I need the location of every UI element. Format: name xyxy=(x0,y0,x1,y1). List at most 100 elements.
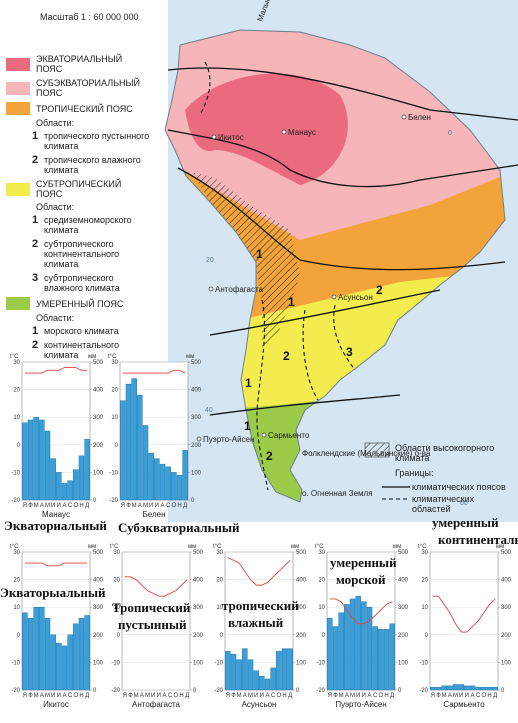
city-dot xyxy=(211,134,217,140)
month-label: М xyxy=(350,693,355,699)
month-label: Ф xyxy=(436,693,441,699)
precip-bar xyxy=(142,425,149,501)
month-label: И xyxy=(151,693,155,699)
month-label: М xyxy=(442,693,447,699)
month-label: А xyxy=(62,503,66,509)
month-label: И xyxy=(51,503,55,509)
temp-line xyxy=(329,598,393,625)
precip-unit: мм xyxy=(186,354,194,360)
precip-bar xyxy=(383,629,390,691)
precip-bar xyxy=(253,670,259,691)
month-label: А xyxy=(448,693,452,699)
legend-area: 1 морского климата xyxy=(32,326,176,337)
temp-line xyxy=(124,576,188,597)
month-label: А xyxy=(40,503,44,509)
month-label: М xyxy=(453,693,458,699)
temp-unit: t°C xyxy=(108,354,117,360)
precip-bar xyxy=(441,685,447,691)
temp-tick-label: 0 xyxy=(425,633,429,639)
temp-tick-label: 20 xyxy=(13,388,20,394)
month-label: Д xyxy=(493,693,497,699)
precip-bar xyxy=(154,458,160,501)
legend-area-name: средиземноморского климата xyxy=(44,215,132,235)
precip-bar xyxy=(78,455,85,501)
legend-belt: УМЕРЕННЫЙ ПОЯС xyxy=(6,297,176,310)
temp-tick-label: 10 xyxy=(216,605,223,611)
climate-note: пустынный xyxy=(118,617,187,632)
precip-tick-label: 300 xyxy=(191,415,202,421)
temp-line xyxy=(24,562,88,567)
precip-bar xyxy=(137,394,143,501)
month-label: Ф xyxy=(28,503,33,509)
precip-tick-label: 0 xyxy=(191,498,195,504)
temp-tick-label: 20 xyxy=(421,578,428,584)
precip-bar xyxy=(327,618,333,691)
precip-tick-label: 400 xyxy=(93,578,104,584)
precip-tick-label: 300 xyxy=(398,605,409,611)
legend-swatch xyxy=(6,182,30,196)
precip-tick-label: 0 xyxy=(296,688,300,694)
precip-tick-label: 100 xyxy=(501,660,512,666)
precip-tick-label: 0 xyxy=(93,688,97,694)
month-label: И xyxy=(157,693,161,699)
month-label: О xyxy=(171,503,176,509)
legend-area-name: континентального климата xyxy=(44,340,120,360)
area-number: 2 xyxy=(266,449,273,463)
month-label: С xyxy=(476,693,481,699)
month-label: Я xyxy=(23,693,27,699)
belt-border-label: климатических поясов xyxy=(412,482,506,492)
precip-bar xyxy=(349,598,356,691)
temp-tick-label: -20 xyxy=(316,688,325,694)
precip-bar xyxy=(355,595,361,691)
precip-bar xyxy=(492,687,498,691)
city-dot xyxy=(401,114,407,120)
precip-bar xyxy=(264,678,271,691)
precip-tick-label: 500 xyxy=(193,550,204,556)
area-borders xyxy=(199,61,356,491)
month-label: И xyxy=(356,693,360,699)
station-name: Сармьенто xyxy=(443,700,485,709)
precip-bar xyxy=(332,626,339,691)
month-label: С xyxy=(373,693,378,699)
grid-label: 60 xyxy=(460,500,468,507)
month-label: Д xyxy=(288,693,292,699)
precip-unit: мм xyxy=(496,544,504,550)
month-label: Я xyxy=(123,693,127,699)
area-number: 1 xyxy=(256,247,263,261)
climate-note: умеренный xyxy=(330,555,397,570)
precip-tick-label: 100 xyxy=(193,660,204,666)
precip-bar xyxy=(176,474,183,501)
precip-bar xyxy=(486,687,493,691)
place-label: Пуэрто-Айсен xyxy=(203,435,254,444)
temp-unit: t°C xyxy=(110,544,119,550)
temp-tick-label: 30 xyxy=(13,550,20,556)
precip-bar xyxy=(125,383,132,501)
area-number: 2 xyxy=(283,349,290,363)
month-label: О xyxy=(276,693,281,699)
temp-tick-label: 20 xyxy=(113,578,120,584)
precip-unit: мм xyxy=(393,544,401,550)
precip-bar xyxy=(165,466,171,501)
precip-bar xyxy=(435,687,442,691)
temp-unit: t°C xyxy=(10,544,19,550)
precip-bar xyxy=(242,648,248,691)
precip-tick-label: 400 xyxy=(191,388,202,394)
month-label: С xyxy=(68,503,73,509)
city-dot xyxy=(331,294,337,300)
climate-note: Тропический xyxy=(112,600,191,615)
legend-swatch xyxy=(6,102,30,115)
month-label: М xyxy=(143,503,148,509)
month-label: М xyxy=(339,693,344,699)
precip-tick-label: 400 xyxy=(501,578,512,584)
month-label: Н xyxy=(179,693,183,699)
legend-belt: ТРОПИЧЕСКИЙ ПОЯС xyxy=(6,102,176,115)
precip-bar xyxy=(33,607,39,691)
climate-note: умеренный xyxy=(432,515,499,530)
area-number: 1 xyxy=(244,419,251,433)
temp-tick-label: -20 xyxy=(111,688,120,694)
